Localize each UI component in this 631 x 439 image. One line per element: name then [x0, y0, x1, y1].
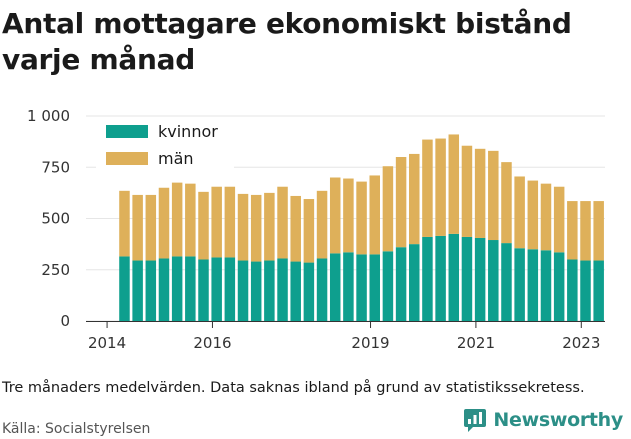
legend-label-man: män — [158, 149, 194, 168]
bar-kvinnor — [514, 248, 525, 321]
bar-kvinnor — [527, 249, 539, 321]
bar-kvinnor — [316, 258, 328, 321]
bar-kvinnor — [145, 260, 157, 321]
bar-man — [369, 175, 380, 255]
bar-man — [237, 193, 249, 261]
bar-man — [343, 178, 354, 253]
bar-kvinnor — [264, 260, 275, 321]
bar-man — [356, 181, 367, 255]
bar-man — [119, 190, 130, 257]
x-tick-label: 2023 — [562, 334, 600, 352]
bar-man — [488, 150, 499, 241]
x-tick-label: 2016 — [193, 334, 231, 352]
legend-swatch-man — [106, 152, 148, 165]
bar-kvinnor — [580, 260, 591, 321]
legend: kvinnor män — [96, 119, 234, 171]
bar-kvinnor — [250, 261, 262, 321]
bar-man — [501, 162, 512, 244]
bar-man — [435, 138, 446, 236]
bar-man — [329, 177, 341, 254]
bar-man — [264, 192, 275, 261]
y-tick-label: 500 — [41, 210, 70, 228]
bar-man — [290, 195, 301, 262]
bar-kvinnor — [461, 236, 473, 321]
x-tick-label: 2014 — [88, 334, 126, 352]
bar-man — [580, 201, 591, 261]
bar-man — [132, 194, 143, 261]
bar-man — [171, 182, 183, 257]
bar-kvinnor — [343, 252, 354, 321]
y-axis-tick-labels: 0 250 500 750 1 000 — [27, 107, 70, 330]
bar-man — [448, 134, 460, 234]
bar-man — [422, 139, 433, 237]
bar-kvinnor — [553, 252, 565, 321]
y-tick-label: 250 — [41, 261, 70, 279]
bar-kvinnor — [593, 260, 604, 321]
bar-kvinnor — [185, 256, 196, 321]
chart-note: Tre månaders medelvärden. Data saknas ib… — [2, 380, 585, 396]
x-axis: 2014 2016 2019 2021 2023 — [86, 321, 605, 352]
bar-man — [514, 176, 525, 249]
bar-man — [395, 157, 407, 248]
bar-kvinnor — [474, 237, 486, 321]
bar-kvinnor — [198, 259, 209, 321]
bar-kvinnor — [488, 240, 499, 321]
bar-man — [211, 186, 222, 258]
bar-kvinnor — [356, 254, 367, 321]
bar-kvinnor — [540, 250, 552, 321]
bar-man — [198, 191, 209, 260]
bar-man — [185, 183, 196, 257]
bar-man — [567, 201, 578, 260]
bar-man — [409, 153, 420, 245]
bars — [119, 134, 604, 321]
x-tick-label: 2021 — [457, 334, 495, 352]
bar-man — [224, 186, 236, 258]
bar-kvinnor — [119, 256, 130, 321]
bar-kvinnor — [395, 247, 407, 321]
bar-man — [145, 194, 157, 261]
bar-kvinnor — [211, 257, 222, 321]
y-tick-label: 750 — [41, 158, 70, 176]
bar-kvinnor — [448, 233, 460, 321]
bar-kvinnor — [277, 258, 288, 321]
y-tick-label: 0 — [60, 312, 70, 330]
bar-kvinnor — [369, 254, 380, 321]
bar-man — [527, 180, 539, 250]
bar-kvinnor — [329, 253, 341, 321]
x-tick-label: 2019 — [351, 334, 389, 352]
bar-man — [540, 183, 552, 251]
bar-man — [303, 199, 315, 263]
bar-man — [461, 145, 473, 237]
legend-label-kvinnor: kvinnor — [158, 122, 218, 141]
bar-man — [277, 186, 288, 259]
bar-man — [158, 187, 170, 259]
chart-source: Källa: Socialstyrelsen — [2, 421, 151, 437]
bar-kvinnor — [501, 243, 512, 321]
newsworthy-logo-icon — [464, 409, 487, 432]
bar-kvinnor — [409, 244, 420, 321]
bar-kvinnor — [237, 260, 249, 321]
bar-kvinnor — [422, 236, 433, 321]
legend-swatch-kvinnor — [106, 125, 148, 138]
bar-man — [250, 194, 262, 262]
brand-name: Newsworthy — [493, 409, 623, 431]
bar-man — [474, 148, 486, 238]
bar-kvinnor — [567, 259, 578, 321]
bar-kvinnor — [435, 235, 446, 321]
bar-kvinnor — [224, 257, 236, 321]
bar-kvinnor — [132, 260, 143, 321]
bar-kvinnor — [171, 256, 183, 321]
bar-man — [316, 190, 328, 259]
bar-kvinnor — [382, 251, 394, 321]
bar-kvinnor — [290, 261, 301, 321]
bar-man — [553, 186, 565, 253]
brand-logo: Newsworthy — [463, 407, 623, 433]
stacked-bar-chart: 0 250 500 750 1 000 2014 2016 2019 2021 2023 kvi… — [27, 107, 605, 352]
bar-man — [593, 201, 604, 261]
y-tick-label: 1 000 — [27, 107, 70, 125]
bar-kvinnor — [303, 262, 315, 321]
bar-kvinnor — [158, 258, 170, 321]
chart-title: Antal mottagare ekonomiskt bistånd varje… — [2, 7, 572, 76]
bar-man — [382, 166, 394, 252]
